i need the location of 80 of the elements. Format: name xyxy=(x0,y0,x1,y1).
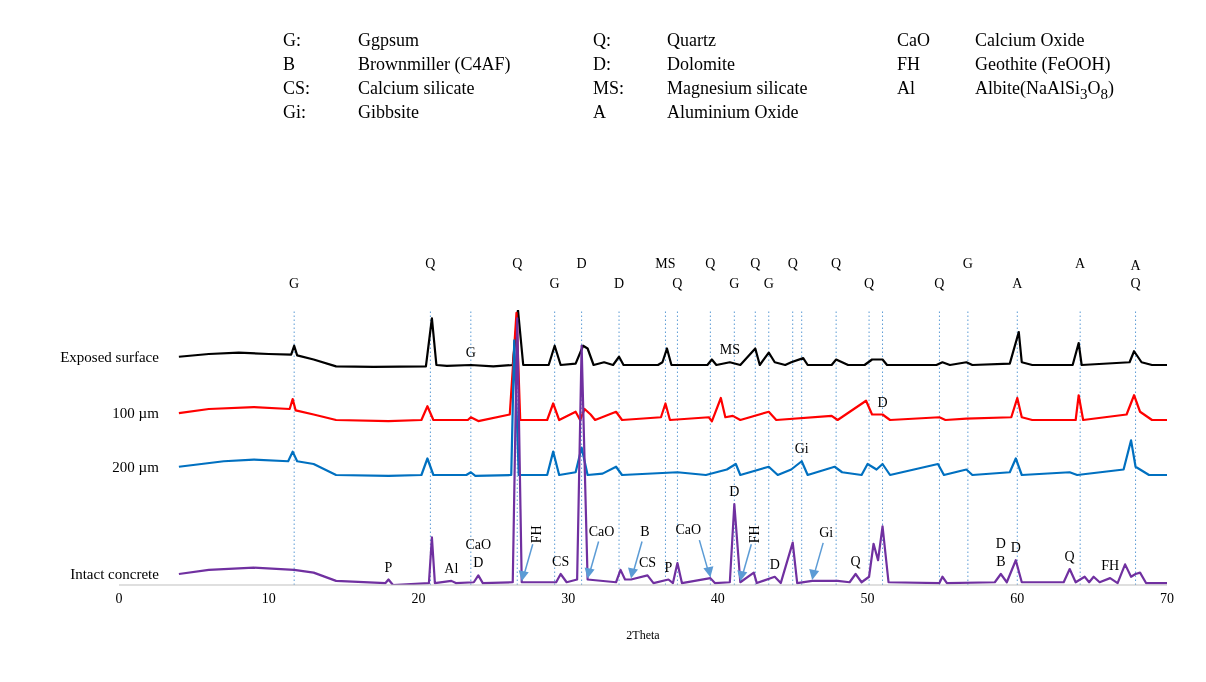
ref-line-label: Q xyxy=(750,256,761,271)
text: Calcium silicate xyxy=(358,77,476,100)
annotation: D xyxy=(473,555,484,571)
text: CS: xyxy=(283,77,312,100)
text: A xyxy=(593,101,607,124)
series-label: 100 µm xyxy=(112,405,160,422)
ref-line-label: A xyxy=(1012,276,1024,291)
annotation: B xyxy=(996,554,1006,569)
text: Magnesium silicate xyxy=(667,77,809,100)
series-label: Exposed surface xyxy=(60,348,160,365)
x-tick-label: 40 xyxy=(710,590,725,606)
text: B xyxy=(283,53,296,76)
text: FH xyxy=(897,53,921,76)
text: MS: xyxy=(593,77,626,100)
annotation: Gi xyxy=(794,441,809,457)
annotation: B xyxy=(640,523,650,539)
ref-line-label: D xyxy=(613,276,625,291)
annotation: MS xyxy=(719,342,740,358)
text: Quartz xyxy=(667,29,717,52)
annotation: D xyxy=(1010,540,1021,556)
series-label: 200 µm xyxy=(112,458,160,475)
annotation: D xyxy=(729,484,740,500)
annotation: CaO xyxy=(588,523,615,539)
annotation: Al xyxy=(444,560,459,576)
text: Albite(NaAlSi$_{3}$O$_{8}$) xyxy=(975,77,1115,102)
annotation: Q xyxy=(850,554,861,569)
annotation: D xyxy=(769,556,780,572)
ref-line-label: A Q xyxy=(1130,258,1142,291)
x-tick-label: 60 xyxy=(1010,590,1025,606)
annotation: FH xyxy=(747,525,763,544)
annotation: Q xyxy=(1064,549,1075,565)
ref-line-label: Q xyxy=(787,256,798,271)
x-tick-label: 10 xyxy=(261,590,276,606)
text: Brownmiller (C4AF) xyxy=(358,53,512,76)
ref-line-label: Q xyxy=(672,276,683,291)
text: Aluminium Oxide xyxy=(667,101,800,124)
text: Gi: xyxy=(283,101,307,124)
x-tick-label: 70 xyxy=(1160,590,1174,606)
annotation: D xyxy=(995,536,1006,551)
ref-line-label: MS xyxy=(655,256,676,271)
annotation: P xyxy=(384,559,393,575)
text: Gibbsite xyxy=(358,101,420,124)
ref-line-label: Q xyxy=(425,256,436,271)
annotation: FH xyxy=(1101,558,1120,574)
text: Q: xyxy=(593,29,612,52)
annotation: CS xyxy=(638,555,657,571)
x-tick-label: 20 xyxy=(411,590,426,606)
text: G: xyxy=(283,29,302,52)
ref-line-label: G xyxy=(962,256,973,271)
ref-line-label: Q xyxy=(705,256,716,271)
x-axis-title: 2Theta xyxy=(625,628,661,643)
ref-line-label: Q xyxy=(864,276,875,291)
series-label: Intact concrete xyxy=(70,566,160,582)
ref-line-label: G xyxy=(549,276,560,291)
ref-line-label: G xyxy=(729,276,740,291)
text: D: xyxy=(593,53,612,76)
ref-line-label: A xyxy=(1075,256,1087,271)
text: Geothite (FeOOH) xyxy=(975,53,1112,76)
annotation: G xyxy=(465,345,476,360)
ref-line-label: G xyxy=(763,276,774,291)
annotation: FH xyxy=(528,525,544,544)
ref-line-label: Q xyxy=(512,256,523,271)
ref-line-label: Q xyxy=(831,256,842,271)
ref-line-label: D xyxy=(576,256,587,271)
annotation: CS xyxy=(552,554,570,569)
text: CaO xyxy=(897,29,931,52)
ref-line-label: Q xyxy=(934,276,945,291)
x-tick-label: 0 xyxy=(115,590,123,606)
text: Ggpsum xyxy=(358,29,420,52)
annotation: Gi xyxy=(819,524,834,540)
annotation: D xyxy=(877,394,888,410)
annotation: CaO xyxy=(675,522,702,538)
text: Calcium Oxide xyxy=(975,29,1086,52)
x-tick-label: 30 xyxy=(561,590,576,606)
text: Al xyxy=(897,77,916,100)
x-tick-label: 50 xyxy=(860,590,875,606)
text: Dolomite xyxy=(667,53,736,76)
annotation: P xyxy=(664,559,673,575)
annotation: CaO xyxy=(465,537,492,553)
ref-line-label: G xyxy=(289,276,300,291)
